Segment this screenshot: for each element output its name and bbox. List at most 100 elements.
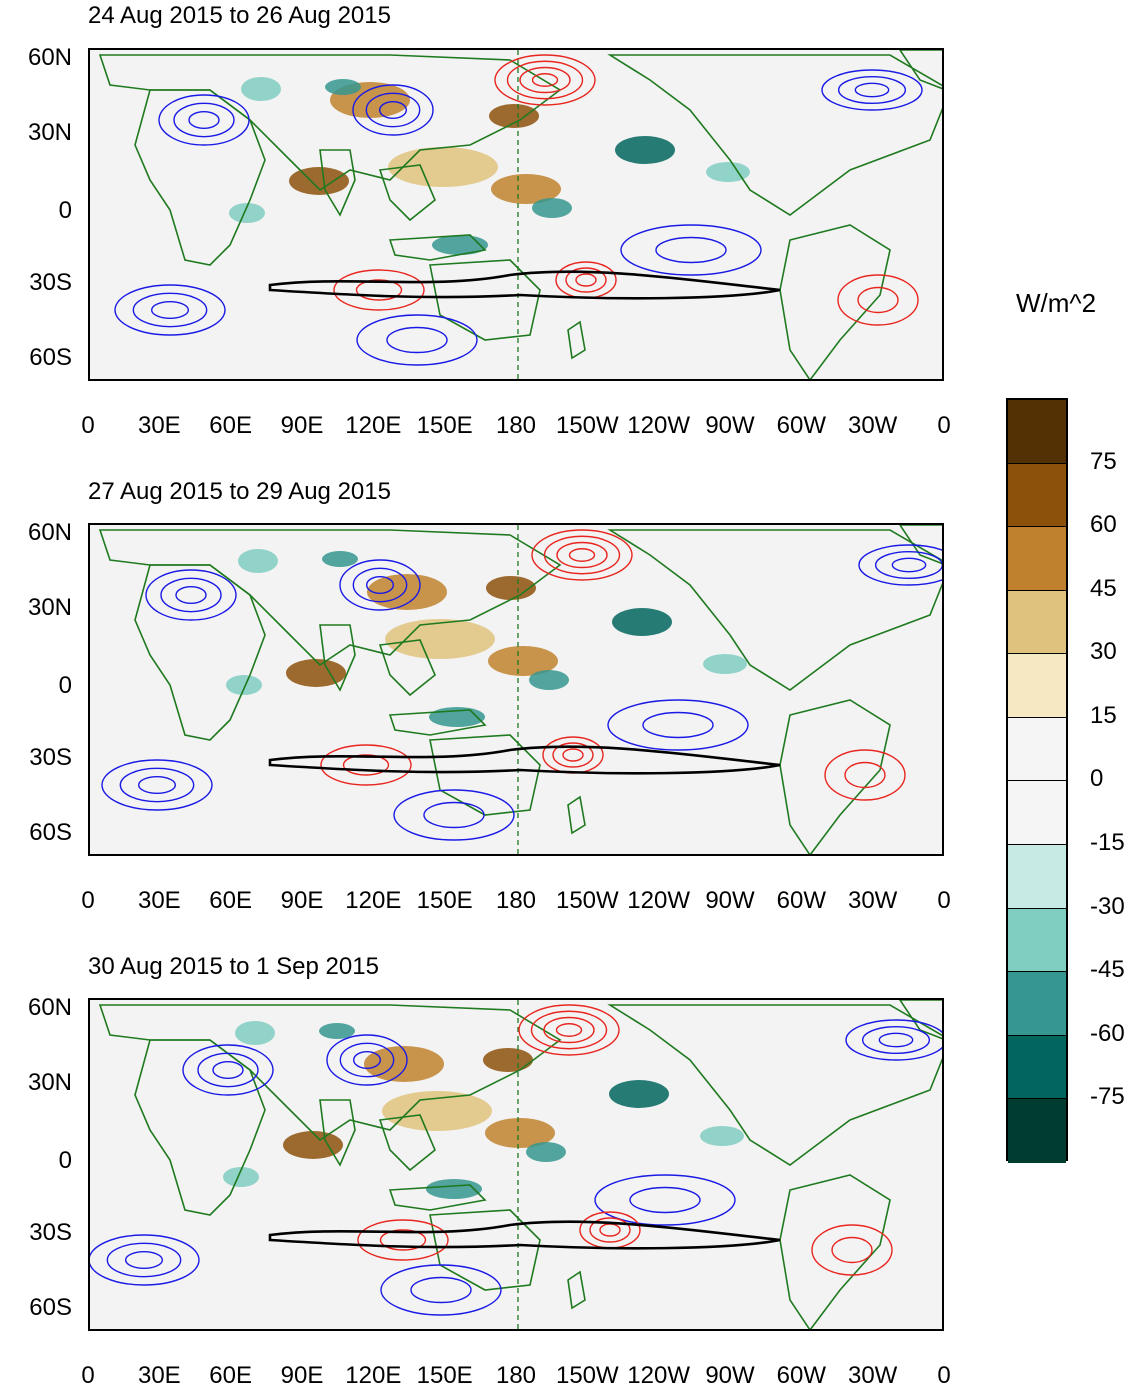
negative-contour (629, 1186, 701, 1214)
negative-contour (173, 102, 235, 138)
colorbar-segment (1008, 654, 1066, 718)
coastline (378, 164, 436, 222)
negative-contour (378, 100, 408, 120)
anomaly-shading (241, 77, 281, 101)
colorbar-segment (1008, 717, 1066, 782)
coastline (388, 709, 487, 736)
anomaly-shading (491, 174, 561, 204)
negative-contour (137, 775, 177, 795)
anomaly-shading (388, 147, 498, 187)
anomaly-shading (612, 608, 672, 636)
coastline (779, 699, 891, 854)
anomaly-shading (483, 1048, 533, 1072)
negative-contour (175, 585, 207, 605)
positive-contour (320, 744, 412, 786)
positive-contour (837, 274, 919, 326)
lon-label: 120E (345, 412, 402, 439)
lat-label: 30N (27, 118, 72, 146)
panel-3-title: 30 Aug 2015 to 1 Sep 2015 (88, 953, 379, 980)
anomaly-shading (235, 1021, 275, 1045)
coastline (98, 1004, 562, 1142)
positive-contour (565, 267, 607, 293)
negative-contour (132, 292, 208, 328)
positive-contour (519, 66, 571, 94)
negative-contour (101, 759, 213, 811)
positive-contour (556, 541, 608, 569)
lat-label: 60S (29, 818, 72, 846)
negative-contour (642, 711, 714, 739)
colorbar-segment (1008, 1035, 1066, 1100)
negative-contour (90, 1234, 200, 1286)
negative-contour (837, 75, 907, 105)
lon-label: 150E (416, 887, 473, 914)
lon-label: 150W (555, 887, 619, 914)
positive-contour (530, 1010, 608, 1050)
lon-label: 60E (209, 887, 253, 914)
colorbar-units: W/m^2 (1016, 288, 1097, 318)
negative-contour (352, 84, 434, 136)
colorbar-segment (1008, 908, 1066, 973)
coastline (779, 1174, 891, 1329)
lon-label: 30E (137, 1362, 181, 1389)
colorbar-tick-label: 75 (1090, 447, 1117, 475)
zero-contour (268, 745, 781, 775)
positive-contour (342, 754, 390, 776)
anomaly-shading (367, 574, 447, 610)
lon-label: 120W (627, 887, 691, 914)
negative-contour (356, 314, 478, 366)
lon-label: 120E (345, 1362, 402, 1389)
positive-contour (568, 548, 596, 562)
positive-contour (506, 60, 584, 100)
anomaly-shading (322, 551, 358, 567)
negative-contour (339, 1042, 395, 1078)
coastline (607, 529, 942, 691)
map-canvas (90, 1000, 942, 1329)
negative-contour (197, 1052, 259, 1088)
negative-contour (212, 1060, 244, 1080)
lon-label: 60W (776, 412, 827, 439)
negative-contour (145, 569, 237, 621)
positive-contour (562, 748, 584, 762)
negative-contour (158, 94, 250, 146)
lon-label: 60E (209, 1362, 253, 1389)
positive-contour (552, 742, 594, 768)
lon-label: 150W (555, 1362, 619, 1389)
positive-contour (857, 286, 899, 314)
zero-contour (268, 270, 781, 300)
colorbar-segment (1008, 845, 1066, 909)
lon-label: 180 (495, 887, 537, 914)
lon-label: 120W (627, 1362, 691, 1389)
coastline (607, 54, 942, 216)
negative-contour (393, 789, 515, 841)
positive-contour (831, 1236, 873, 1264)
lon-label: 0 (937, 1362, 951, 1389)
coastline (98, 54, 562, 192)
negative-contour (119, 767, 195, 803)
colorbar-segment (1008, 590, 1066, 655)
negative-contour (655, 236, 727, 264)
positive-contour (575, 273, 597, 287)
negative-contour (845, 1019, 942, 1061)
lon-label: 0 (81, 887, 95, 914)
coastline (319, 624, 356, 692)
coastline (388, 234, 487, 261)
positive-contour (543, 535, 621, 575)
lat-label: 30S (29, 268, 72, 296)
coastline (378, 639, 436, 697)
negative-contour (106, 1242, 182, 1278)
lon-label: 150E (416, 412, 473, 439)
anomaly-shading (703, 654, 747, 674)
anomaly-shading (289, 167, 349, 195)
colorbar-segment (1008, 400, 1066, 464)
panel-1-title: 24 Aug 2015 to 26 Aug 2015 (88, 2, 391, 29)
lon-label: 0 (81, 412, 95, 439)
positive-contour (555, 1023, 583, 1037)
map-canvas (98, 50, 942, 379)
negative-contour (607, 699, 749, 751)
negative-contour (339, 559, 421, 611)
colorbar-tick-label: 15 (1090, 701, 1117, 729)
negative-contour (620, 224, 762, 276)
colorbar-tick-label: -45 (1090, 956, 1125, 984)
lat-label: 60N (27, 43, 72, 71)
negative-contour (874, 550, 942, 580)
